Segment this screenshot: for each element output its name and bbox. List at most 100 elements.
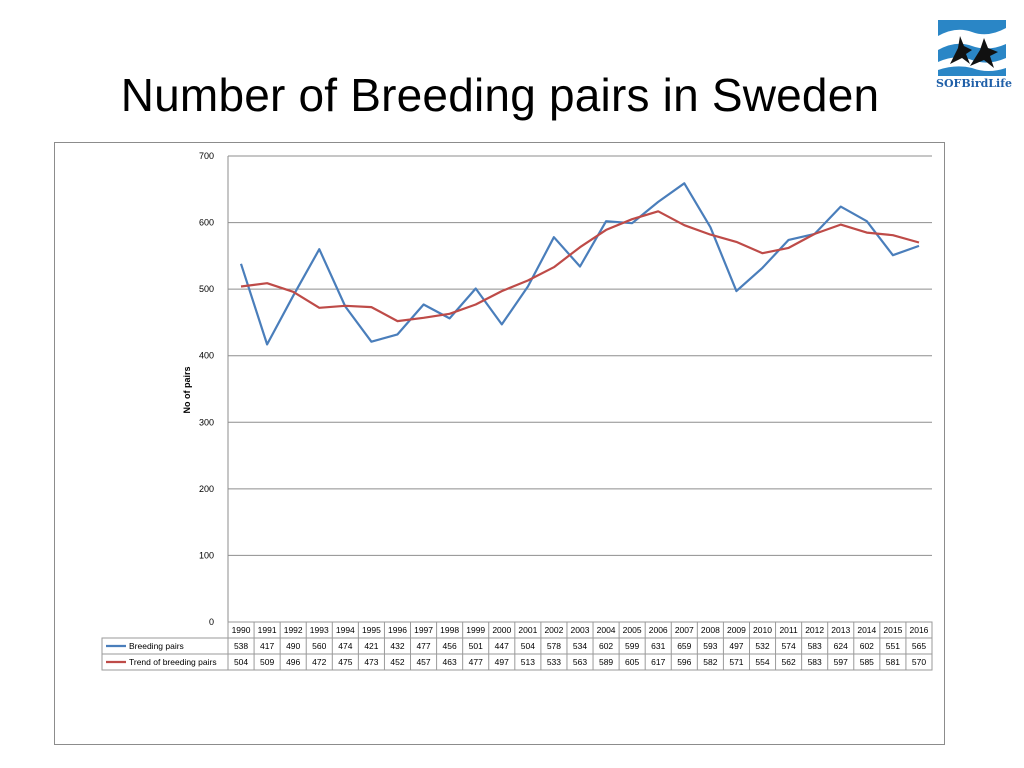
x-tick-label: 2009 — [727, 625, 746, 635]
table-value-cell: 496 — [286, 657, 300, 667]
table-value-cell: 563 — [573, 657, 587, 667]
x-tick-label: 2007 — [675, 625, 694, 635]
table-value-cell: 589 — [599, 657, 613, 667]
table-value-cell: 570 — [912, 657, 926, 667]
table-value-cell: 475 — [338, 657, 352, 667]
y-tick-labels: 0 100 200 300 400 500 600 700 — [199, 151, 214, 627]
x-tick-label: 2005 — [623, 625, 642, 635]
y-tick-label: 100 — [199, 550, 214, 560]
y-tick-label: 200 — [199, 484, 214, 494]
table-value-cell: 602 — [599, 641, 613, 651]
logo-text: SOFBirdLife — [936, 77, 1012, 90]
table-value-cell: 497 — [729, 641, 743, 651]
x-tick-label: 1996 — [388, 625, 407, 635]
x-tick-label: 1992 — [284, 625, 303, 635]
x-tick-label: 1990 — [232, 625, 251, 635]
table-value-cell: 509 — [260, 657, 274, 667]
sof-birdlife-logo — [938, 20, 1006, 76]
table-value-cell: 565 — [912, 641, 926, 651]
table-value-cell: 562 — [781, 657, 795, 667]
table-value-cell: 474 — [338, 641, 352, 651]
data-table: Breeding pairs 538 417 490 560 474 421 432 477 45… — [101, 621, 933, 671]
x-tick-label: 2000 — [492, 625, 511, 635]
table-value-cell: 581 — [886, 657, 900, 667]
y-tick-label: 700 — [199, 151, 214, 161]
table-value-cell: 551 — [886, 641, 900, 651]
x-tick-label: 1994 — [336, 625, 355, 635]
table-value-cell: 585 — [860, 657, 874, 667]
x-tick-label: 2002 — [544, 625, 563, 635]
table-value-cell: 605 — [625, 657, 639, 667]
table-value-cell: 631 — [651, 641, 665, 651]
legend-label: Trend of breeding pairs — [129, 657, 217, 667]
table-value-cell: 596 — [677, 657, 691, 667]
table-value-cell: 473 — [364, 657, 378, 667]
table-value-cell: 504 — [521, 641, 535, 651]
table-value-cell: 533 — [547, 657, 561, 667]
table-value-cell: 582 — [703, 657, 717, 667]
table-value-cell: 583 — [808, 641, 822, 651]
y-tick-label: 500 — [199, 284, 214, 294]
x-tick-label: 2001 — [518, 625, 537, 635]
x-tick-label: 2013 — [831, 625, 850, 635]
table-value-cell: 472 — [312, 657, 326, 667]
series-line-breeding-pairs — [239, 182, 920, 346]
x-tick-label: 2011 — [779, 625, 798, 635]
slide-title: Number of Breeding pairs in Sweden — [120, 69, 880, 121]
table-value-cell: 452 — [390, 657, 404, 667]
x-tick-label: 1997 — [414, 625, 433, 635]
x-tick-label: 2014 — [857, 625, 876, 635]
x-tick-label: 1998 — [440, 625, 459, 635]
y-axis-label: No of pairs — [182, 366, 192, 413]
x-tick-label: 2008 — [701, 625, 720, 635]
grid-layer — [227, 155, 932, 622]
table-value-cell: 456 — [443, 641, 457, 651]
y-tick-label: 0 — [209, 617, 214, 627]
legend-label: Breeding pairs — [129, 641, 184, 651]
table-value-cell: 554 — [755, 657, 769, 667]
table-value-cell: 417 — [260, 641, 274, 651]
logo-text-birdlife: BirdLife — [961, 77, 1012, 90]
breeding-pairs-chart: 0 100 200 300 400 500 600 700 No of pairs Breed… — [101, 151, 933, 671]
table-value-cell: 532 — [755, 641, 769, 651]
x-tick-label: 2010 — [753, 625, 772, 635]
x-tick-label: 1999 — [466, 625, 485, 635]
table-value-cell: 593 — [703, 641, 717, 651]
table-value-cell: 538 — [234, 641, 248, 651]
table-value-cell: 490 — [286, 641, 300, 651]
table-value-cell: 534 — [573, 641, 587, 651]
table-value-cell: 447 — [495, 641, 509, 651]
y-tick-label: 300 — [199, 417, 214, 427]
table-value-cell: 504 — [234, 657, 248, 667]
table-value-cell: 599 — [625, 641, 639, 651]
x-tick-label: 1991 — [258, 625, 277, 635]
x-tick-label: 2006 — [649, 625, 668, 635]
x-tick-label: 1995 — [362, 625, 381, 635]
table-value-cell: 571 — [729, 657, 743, 667]
x-tick-label: 2003 — [571, 625, 590, 635]
x-tick-label: 1993 — [310, 625, 329, 635]
table-value-cell: 578 — [547, 641, 561, 651]
table-value-cell: 602 — [860, 641, 874, 651]
table-value-cell: 477 — [469, 657, 483, 667]
series-layer — [239, 182, 920, 346]
x-tick-label: 2016 — [910, 625, 929, 635]
table-value-cell: 501 — [469, 641, 483, 651]
table-value-cell: 477 — [416, 641, 430, 651]
table-value-cell: 624 — [834, 641, 848, 651]
x-tick-label: 2004 — [597, 625, 616, 635]
table-value-cell: 421 — [364, 641, 378, 651]
y-tick-label: 400 — [199, 351, 214, 361]
series-line-trend — [240, 210, 920, 323]
table-value-cell: 574 — [781, 641, 795, 651]
table-value-cell: 597 — [834, 657, 848, 667]
x-tick-label: 2015 — [883, 625, 902, 635]
logo-text-sof: SOF — [936, 77, 962, 90]
table-value-cell: 457 — [416, 657, 430, 667]
table-value-cell: 617 — [651, 657, 665, 667]
table-value-cell: 432 — [390, 641, 404, 651]
table-value-cell: 560 — [312, 641, 326, 651]
table-value-cell: 513 — [521, 657, 535, 667]
y-tick-label: 600 — [199, 218, 214, 228]
table-value-cell: 659 — [677, 641, 691, 651]
